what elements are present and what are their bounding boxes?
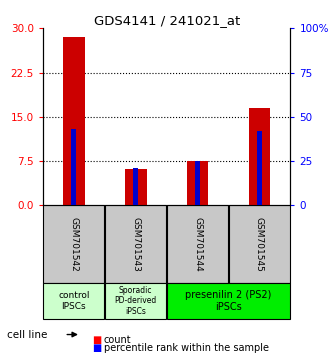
Bar xyxy=(229,205,290,283)
Bar xyxy=(167,205,228,283)
Text: Sporadic
PD-derived
iPSCs: Sporadic PD-derived iPSCs xyxy=(115,286,157,316)
Bar xyxy=(133,168,138,205)
Bar xyxy=(257,131,262,205)
Text: GSM701543: GSM701543 xyxy=(131,217,140,272)
Text: GSM701542: GSM701542 xyxy=(69,217,78,272)
Bar xyxy=(195,161,200,205)
Text: count: count xyxy=(104,335,132,345)
Bar xyxy=(63,37,85,205)
Bar xyxy=(167,283,290,319)
Text: control
IPSCs: control IPSCs xyxy=(58,291,89,310)
Bar xyxy=(248,108,270,205)
Bar xyxy=(71,129,76,205)
Text: percentile rank within the sample: percentile rank within the sample xyxy=(104,343,269,353)
Bar xyxy=(43,205,105,283)
Bar xyxy=(43,283,105,319)
Text: GSM701545: GSM701545 xyxy=(255,217,264,272)
Bar xyxy=(125,169,147,205)
Bar xyxy=(105,205,166,283)
Bar xyxy=(187,161,209,205)
Text: cell line: cell line xyxy=(7,330,47,339)
Text: ■: ■ xyxy=(92,335,102,345)
Text: ■: ■ xyxy=(92,343,102,353)
Title: GDS4141 / 241021_at: GDS4141 / 241021_at xyxy=(93,14,240,27)
Bar xyxy=(105,283,166,319)
Text: presenilin 2 (PS2)
iPSCs: presenilin 2 (PS2) iPSCs xyxy=(185,290,272,312)
Text: GSM701544: GSM701544 xyxy=(193,217,202,272)
